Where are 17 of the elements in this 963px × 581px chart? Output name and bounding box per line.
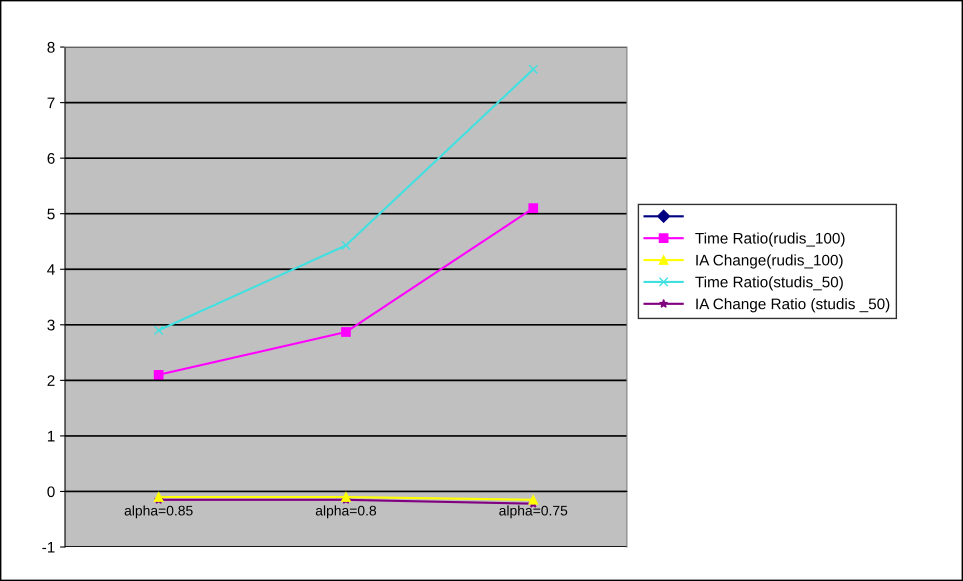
- x-tick-label: alpha=0.8: [316, 505, 376, 518]
- x-tick-label: alpha=0.85: [124, 505, 193, 518]
- y-tick-label: 6: [48, 153, 55, 164]
- y-tick-label: 5: [47, 208, 55, 220]
- x-tick-label: alpha=0.75: [499, 505, 568, 518]
- y-tick-label: 1: [48, 430, 55, 442]
- y-tick-label: 2: [48, 375, 55, 386]
- y-tick-label: 4: [47, 264, 55, 275]
- y-tick-label: 8: [47, 42, 55, 53]
- legend-label: IA Change(rudis_100): [696, 254, 843, 269]
- legend-label: Time Ratio(studis_50): [695, 276, 843, 290]
- legend-label: IA Change Ratio (studis _50): [696, 298, 890, 312]
- y-tick-label: 3: [47, 320, 55, 330]
- y-tick-label: 7: [48, 98, 55, 108]
- y-tick-label: -1: [42, 542, 55, 553]
- y-tick-label: 0: [47, 486, 55, 498]
- legend-label: Time Ratio(rudis_100): [695, 232, 845, 247]
